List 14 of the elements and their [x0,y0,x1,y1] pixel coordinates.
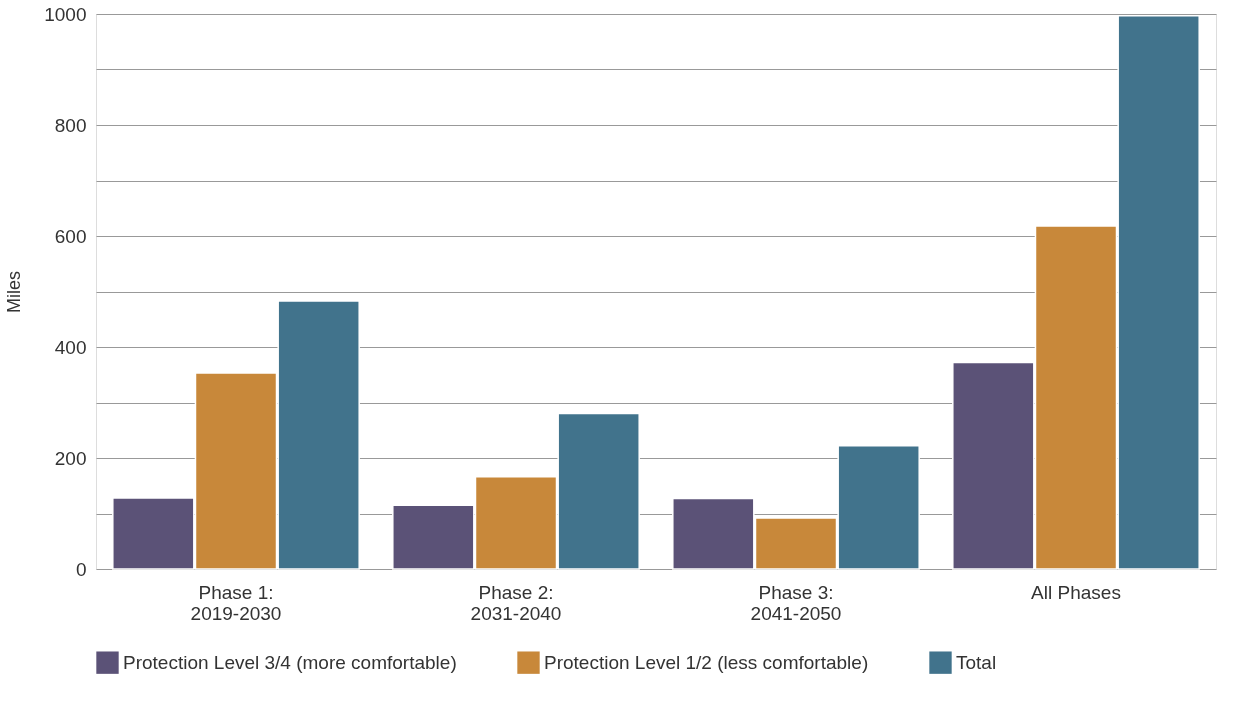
legend-label: Protection Level 1/2 (less comfortable) [544,651,869,673]
x-tick-label: Phase 1: 2019-2030 [190,581,282,624]
x-tick-label: All Phases [1031,581,1121,603]
y-tick-label: 800 [54,114,87,136]
y-tick-label: 1000 [44,3,87,25]
y-tick-label: 400 [54,336,87,358]
x-tick-label: Phase 3: 2041-2050 [750,581,842,624]
y-tick-label: 0 [75,558,87,580]
legend-label: Total [956,651,997,673]
y-axis-title: Miles [4,270,25,314]
legend-label: Protection Level 3/4 (more comfortable) [123,651,457,673]
y-tick-label: 200 [54,447,87,469]
y-tick-label: 600 [54,225,87,247]
x-tick-label: Phase 2: 2031-2040 [470,581,562,624]
